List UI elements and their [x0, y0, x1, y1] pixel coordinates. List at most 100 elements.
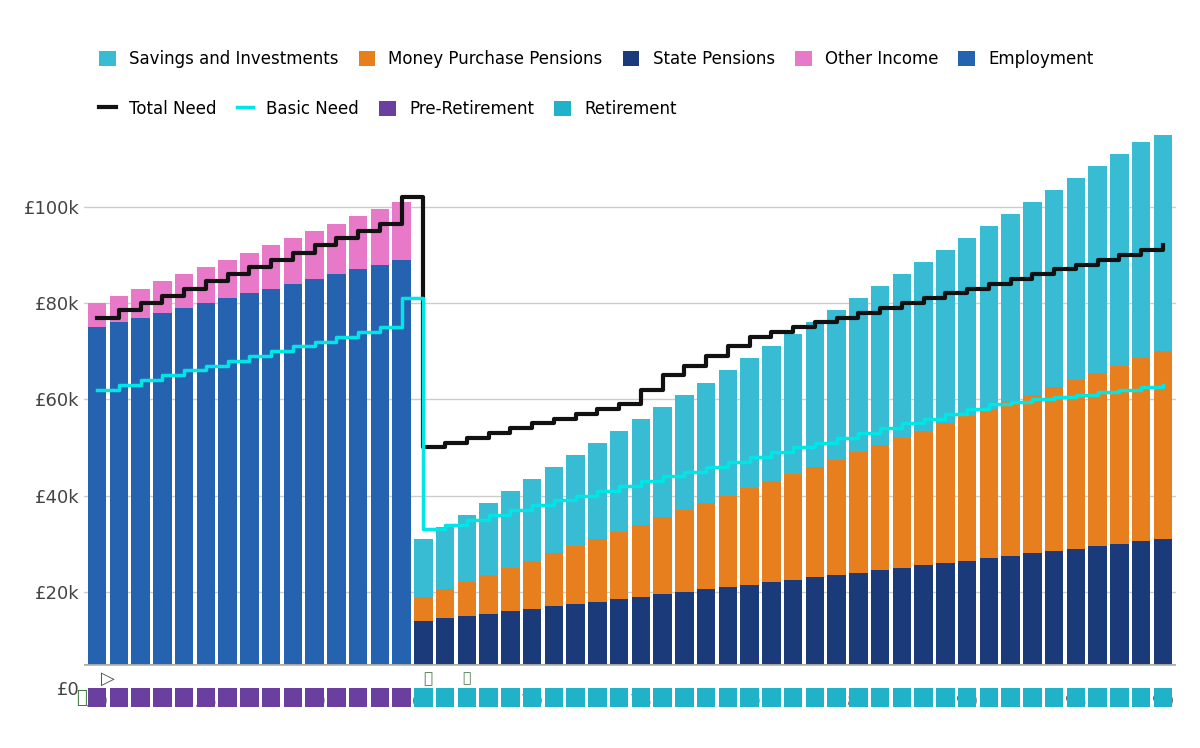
- Bar: [154, 281, 172, 313]
- Bar: [262, 289, 281, 688]
- Bar: [1024, 394, 1042, 554]
- Bar: [697, 503, 715, 589]
- Bar: [631, 419, 650, 524]
- Bar: [566, 688, 584, 708]
- Bar: [392, 688, 410, 708]
- Bar: [283, 688, 302, 708]
- Bar: [871, 570, 889, 688]
- Bar: [1110, 154, 1129, 366]
- Bar: [88, 688, 107, 708]
- Bar: [588, 539, 607, 601]
- Bar: [545, 688, 563, 708]
- Bar: [502, 491, 520, 568]
- Bar: [1110, 366, 1129, 544]
- Bar: [218, 260, 236, 298]
- Bar: [1067, 178, 1085, 380]
- Bar: [1024, 202, 1042, 394]
- Bar: [653, 595, 672, 688]
- Bar: [502, 611, 520, 688]
- Bar: [805, 577, 824, 688]
- Bar: [1002, 556, 1020, 688]
- Bar: [175, 308, 193, 688]
- Bar: [523, 479, 541, 560]
- Bar: [1002, 402, 1020, 556]
- Bar: [1002, 688, 1020, 708]
- Bar: [871, 286, 889, 445]
- Bar: [1132, 688, 1151, 708]
- Bar: [958, 238, 977, 416]
- Legend: Total Need, Basic Need, Pre-Retirement, Retirement: Total Need, Basic Need, Pre-Retirement, …: [92, 94, 684, 124]
- Bar: [328, 275, 346, 688]
- Bar: [414, 539, 432, 597]
- Text: 🧑: 🧑: [77, 689, 88, 707]
- Bar: [457, 688, 476, 708]
- Bar: [631, 524, 650, 597]
- Bar: [805, 322, 824, 467]
- Bar: [283, 238, 302, 283]
- Bar: [479, 688, 498, 708]
- Bar: [828, 575, 846, 688]
- Bar: [958, 416, 977, 560]
- Bar: [545, 467, 563, 554]
- Bar: [784, 688, 803, 708]
- Bar: [197, 688, 215, 708]
- Bar: [305, 688, 324, 708]
- Bar: [414, 597, 432, 621]
- Bar: [610, 431, 629, 532]
- Circle shape: [0, 665, 1200, 692]
- Bar: [523, 688, 541, 708]
- Bar: [1088, 546, 1106, 688]
- Bar: [914, 688, 932, 708]
- Bar: [805, 688, 824, 708]
- Bar: [762, 481, 781, 582]
- Bar: [414, 688, 432, 708]
- Bar: [131, 318, 150, 688]
- Bar: [436, 688, 455, 708]
- Bar: [719, 688, 737, 708]
- Bar: [523, 560, 541, 609]
- Circle shape: [0, 665, 1200, 692]
- Bar: [109, 296, 128, 322]
- Bar: [218, 298, 236, 688]
- Bar: [1088, 373, 1106, 546]
- Bar: [328, 688, 346, 708]
- Bar: [479, 575, 498, 613]
- Bar: [719, 587, 737, 688]
- Bar: [371, 688, 389, 708]
- Bar: [653, 407, 672, 518]
- Bar: [349, 216, 367, 269]
- Bar: [914, 431, 932, 565]
- Bar: [1002, 214, 1020, 402]
- Bar: [1067, 688, 1085, 708]
- Bar: [371, 209, 389, 265]
- Bar: [676, 688, 694, 708]
- Text: ⛱: ⛱: [424, 671, 432, 686]
- Bar: [175, 275, 193, 308]
- Bar: [979, 409, 998, 558]
- Bar: [697, 382, 715, 503]
- Bar: [502, 688, 520, 708]
- Bar: [653, 518, 672, 595]
- Bar: [197, 267, 215, 303]
- Bar: [762, 688, 781, 708]
- Bar: [1088, 688, 1106, 708]
- Bar: [1110, 544, 1129, 688]
- Bar: [1045, 551, 1063, 688]
- Bar: [283, 283, 302, 688]
- Bar: [1045, 190, 1063, 387]
- Bar: [850, 298, 868, 453]
- Bar: [88, 303, 107, 327]
- Bar: [805, 467, 824, 577]
- Bar: [958, 560, 977, 688]
- Bar: [218, 688, 236, 708]
- Bar: [719, 496, 737, 587]
- Bar: [1045, 387, 1063, 551]
- Bar: [740, 585, 758, 688]
- Bar: [697, 589, 715, 688]
- Bar: [175, 688, 193, 708]
- Bar: [871, 688, 889, 708]
- Bar: [197, 303, 215, 688]
- Bar: [392, 260, 410, 688]
- Bar: [1153, 352, 1172, 539]
- Bar: [610, 599, 629, 688]
